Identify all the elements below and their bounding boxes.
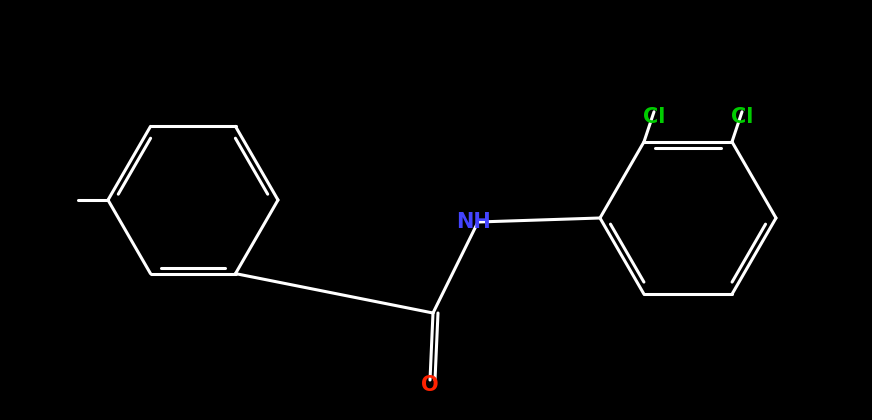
Text: Cl: Cl	[731, 107, 753, 127]
Text: O: O	[421, 375, 439, 395]
Text: NH: NH	[456, 212, 490, 232]
Text: Cl: Cl	[643, 107, 665, 127]
